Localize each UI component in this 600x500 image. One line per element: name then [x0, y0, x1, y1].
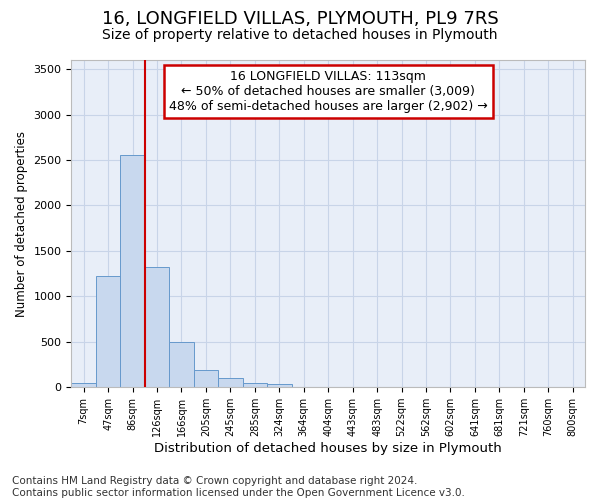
Bar — [169, 342, 194, 387]
Bar — [267, 384, 292, 387]
Text: 16, LONGFIELD VILLAS, PLYMOUTH, PL9 7RS: 16, LONGFIELD VILLAS, PLYMOUTH, PL9 7RS — [101, 10, 499, 28]
Bar — [242, 382, 267, 387]
Y-axis label: Number of detached properties: Number of detached properties — [15, 130, 28, 316]
X-axis label: Distribution of detached houses by size in Plymouth: Distribution of detached houses by size … — [154, 442, 502, 455]
Text: Contains HM Land Registry data © Crown copyright and database right 2024.
Contai: Contains HM Land Registry data © Crown c… — [12, 476, 465, 498]
Bar — [121, 154, 145, 387]
Bar — [194, 370, 218, 387]
Bar — [218, 378, 242, 387]
Bar — [96, 276, 121, 387]
Text: Size of property relative to detached houses in Plymouth: Size of property relative to detached ho… — [102, 28, 498, 42]
Text: 16 LONGFIELD VILLAS: 113sqm
← 50% of detached houses are smaller (3,009)
48% of : 16 LONGFIELD VILLAS: 113sqm ← 50% of det… — [169, 70, 488, 113]
Bar — [145, 267, 169, 387]
Bar — [71, 382, 96, 387]
